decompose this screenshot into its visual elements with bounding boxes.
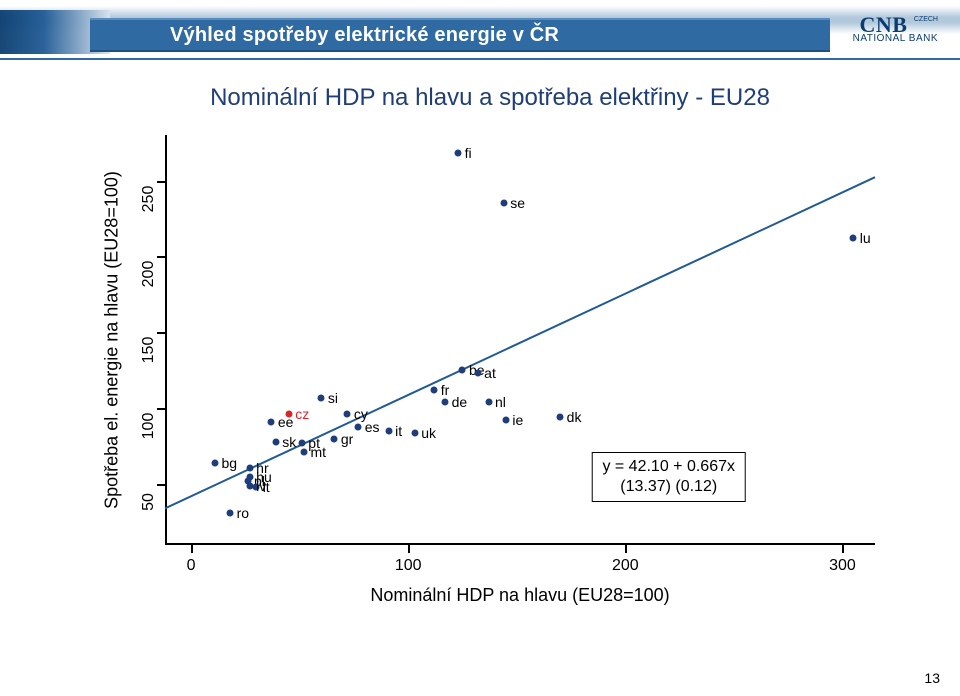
header-bar: Výhled spotřeby elektrické energie v ČR: [90, 18, 830, 52]
y-tick: [157, 332, 165, 334]
y-tick: [157, 181, 165, 183]
scatter-label-mt: mt: [310, 444, 326, 460]
chart-title: Nominální HDP na hlavu a spotřeba elektř…: [90, 84, 890, 112]
x-tick: [625, 545, 627, 553]
scatter-point-fi: [455, 150, 462, 157]
scatter-label-sk: sk: [282, 434, 296, 450]
x-tick: [191, 545, 193, 553]
scatter-point-gr: [331, 435, 338, 442]
y-tick-label: 100: [140, 413, 158, 440]
scatter-point-nl: [485, 399, 492, 406]
scatter-label-si: si: [328, 390, 338, 406]
scatter-point-fr: [431, 387, 438, 394]
scatter-label-gr: gr: [341, 431, 353, 447]
x-tick-label: 100: [395, 557, 422, 575]
scatter-point-hr: [246, 464, 253, 471]
scatter-label-at: at: [484, 365, 496, 381]
scatter-label-bg: bg: [221, 455, 237, 471]
scatter-label-cz: cz: [295, 406, 309, 422]
y-axis-label: Spotřeba el. energie na hlavu (EU28=100): [102, 135, 122, 545]
scatter-point-sk: [272, 438, 279, 445]
scatter-point-cz: [285, 411, 292, 418]
scatter-label-es: es: [365, 419, 380, 435]
x-tick-label: 300: [829, 557, 856, 575]
y-tick: [157, 484, 165, 486]
cnb-logo: CNB CZECH NATIONAL BANK: [853, 14, 938, 44]
scatter-label-ie: ie: [512, 412, 523, 428]
y-axis-label-text: Spotřeba el. energie na hlavu (EU28=100): [102, 171, 123, 509]
x-tick-label: 200: [612, 557, 639, 575]
y-tick-label: 150: [140, 337, 158, 364]
y-tick-label: 250: [140, 185, 158, 212]
scatter-label-de: de: [452, 394, 468, 410]
x-tick: [408, 545, 410, 553]
equation-line2: (13.37) (0.12): [602, 477, 735, 497]
y-tick-label: 200: [140, 261, 158, 288]
slide-header: Výhled spotřeby elektrické energie v ČR …: [0, 0, 960, 63]
y-tick: [157, 256, 165, 258]
y-tick: [157, 408, 165, 410]
scatter-point-ro: [227, 510, 234, 517]
scatter-label-it: it: [395, 423, 402, 439]
equation-box: y = 42.10 + 0.667x(13.37) (0.12): [591, 452, 746, 502]
trend-line: [165, 177, 875, 508]
scatter-label-fi: fi: [465, 145, 472, 161]
scatter-point-cy: [344, 411, 351, 418]
scatter-point-lu: [850, 235, 857, 242]
scatter-label-uk: uk: [421, 425, 436, 441]
scatter-point-uk: [411, 429, 418, 436]
scatter-point-se: [500, 200, 507, 207]
scatter-label-lv: lv: [256, 478, 266, 494]
scatter-label-dk: dk: [567, 409, 582, 425]
scatter-point-es: [355, 423, 362, 430]
header-underline: [0, 58, 960, 60]
logo-small-text: CZECH: [914, 16, 938, 23]
scatter-point-at: [474, 370, 481, 377]
chart-panel: Nominální HDP na hlavu a spotřeba elektř…: [90, 80, 890, 640]
scatter-label-fr: fr: [441, 382, 450, 398]
scatter-label-ro: ro: [237, 505, 249, 521]
x-tick: [842, 545, 844, 553]
plot-area: 010020030050100150200250bgrohrplhultlvee…: [165, 135, 875, 545]
scatter-label-nl: nl: [495, 394, 506, 410]
scatter-point-bg: [211, 460, 218, 467]
scatter-point-hu: [246, 473, 253, 480]
scatter-point-mt: [300, 449, 307, 456]
logo-sub-text: NATIONAL BANK: [853, 34, 938, 44]
scatter-label-se: se: [510, 195, 525, 211]
scatter-point-be: [459, 367, 466, 374]
scatter-point-it: [385, 428, 392, 435]
scatter-point-pt: [298, 440, 305, 447]
scatter-point-lv: [246, 482, 253, 489]
scatter-point-si: [318, 394, 325, 401]
x-axis-label: Nominální HDP na hlavu (EU28=100): [165, 585, 875, 606]
page-title: Výhled spotřeby elektrické energie v ČR: [90, 24, 559, 47]
scatter-point-dk: [557, 414, 564, 421]
scatter-point-ie: [502, 417, 509, 424]
page-number: 13: [924, 670, 940, 686]
x-tick-label: 0: [187, 557, 196, 575]
scatter-label-lu: lu: [860, 230, 871, 246]
scatter-point-de: [442, 399, 449, 406]
y-tick-label: 50: [140, 493, 158, 511]
scatter-point-ee: [268, 419, 275, 426]
equation-line1: y = 42.10 + 0.667x: [602, 457, 735, 477]
